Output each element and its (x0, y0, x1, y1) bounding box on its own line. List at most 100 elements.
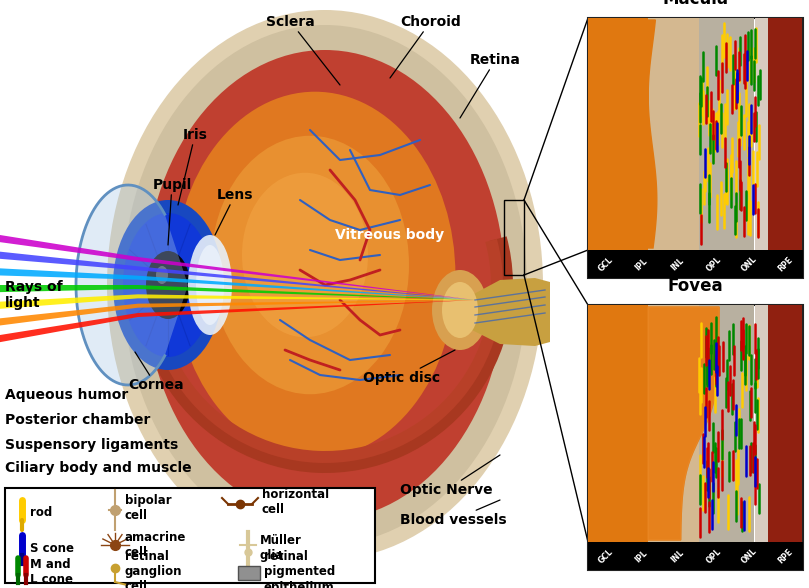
Ellipse shape (242, 173, 368, 338)
Bar (675, 18, 679, 278)
Text: Macula: Macula (663, 0, 728, 8)
Text: Retina: Retina (460, 53, 521, 118)
Bar (702, 18, 706, 278)
Bar (696, 18, 700, 278)
Polygon shape (472, 278, 550, 346)
Bar (768, 305, 802, 570)
Polygon shape (648, 307, 719, 540)
Text: Vitreous body: Vitreous body (336, 228, 445, 242)
Bar (666, 18, 670, 278)
Ellipse shape (175, 92, 455, 458)
Ellipse shape (146, 251, 190, 319)
Bar (720, 305, 724, 570)
Text: IPL: IPL (633, 256, 650, 272)
Text: Pupil: Pupil (152, 178, 192, 245)
Ellipse shape (107, 10, 543, 560)
PathPatch shape (76, 185, 188, 385)
Bar (702, 305, 706, 570)
Text: OPL: OPL (704, 255, 722, 273)
Text: Müller
glia: Müller glia (260, 534, 302, 562)
Bar (768, 18, 802, 278)
Ellipse shape (196, 245, 224, 325)
Bar (238, 566, 260, 580)
Text: Fovea: Fovea (667, 277, 723, 295)
Text: Suspensory ligaments: Suspensory ligaments (5, 438, 178, 452)
Bar (714, 305, 718, 570)
Bar (678, 305, 682, 570)
Bar (681, 305, 685, 570)
Bar (651, 305, 655, 570)
Bar (588, 18, 803, 278)
Ellipse shape (156, 266, 168, 284)
Wedge shape (137, 220, 513, 473)
Polygon shape (0, 235, 475, 300)
Bar (663, 18, 667, 278)
Polygon shape (0, 268, 475, 300)
Text: Optic disc: Optic disc (363, 350, 455, 385)
Bar (669, 305, 673, 570)
Bar (681, 18, 685, 278)
Bar (654, 305, 658, 570)
Bar (714, 18, 718, 278)
Polygon shape (0, 300, 475, 326)
Bar (711, 18, 715, 278)
Ellipse shape (211, 136, 409, 394)
Text: ONL: ONL (739, 546, 759, 566)
Text: Lens: Lens (215, 188, 253, 235)
Text: rod: rod (30, 506, 53, 520)
Bar (687, 305, 691, 570)
Bar (5, 488, 375, 583)
Bar (717, 18, 721, 278)
Bar (755, 18, 776, 278)
Bar (666, 305, 670, 570)
Bar (588, 250, 803, 278)
Text: ONL: ONL (739, 255, 759, 273)
Bar (660, 18, 664, 278)
Text: Ciliary body and muscle: Ciliary body and muscle (5, 461, 192, 475)
Text: RPE: RPE (776, 255, 794, 273)
Bar (699, 305, 703, 570)
Text: GCL: GCL (597, 255, 615, 273)
Polygon shape (0, 252, 475, 300)
Bar (699, 305, 754, 570)
Text: Posterior chamber: Posterior chamber (5, 413, 150, 427)
Bar (648, 18, 652, 278)
Bar (717, 305, 721, 570)
Ellipse shape (123, 25, 527, 545)
Bar (705, 18, 709, 278)
Text: Cornea: Cornea (128, 352, 184, 392)
Bar (699, 18, 703, 278)
Bar (720, 18, 724, 278)
Bar (651, 18, 655, 278)
Text: GCL: GCL (597, 547, 615, 565)
Bar (663, 305, 667, 570)
Bar (588, 305, 803, 570)
Bar (588, 18, 669, 278)
Bar (675, 305, 679, 570)
Bar (657, 305, 661, 570)
Bar (648, 18, 708, 278)
Ellipse shape (113, 200, 223, 370)
Text: S cone: S cone (30, 542, 74, 554)
Bar (711, 305, 715, 570)
Bar (693, 18, 697, 278)
Polygon shape (648, 307, 719, 540)
Text: M and
L cone: M and L cone (30, 558, 73, 586)
Text: Choroid: Choroid (390, 15, 461, 78)
Bar (648, 305, 708, 570)
Ellipse shape (123, 213, 213, 357)
Bar (660, 305, 664, 570)
Bar (669, 18, 673, 278)
Bar (755, 305, 776, 570)
Text: amacrine
cell: amacrine cell (125, 531, 186, 559)
Bar (699, 18, 754, 278)
Bar (708, 18, 712, 278)
Bar (657, 18, 661, 278)
Text: Rays of
light: Rays of light (5, 280, 62, 310)
Ellipse shape (145, 50, 505, 520)
Text: OPL: OPL (704, 547, 722, 565)
Text: INL: INL (669, 548, 686, 564)
Polygon shape (0, 295, 475, 309)
Bar (588, 542, 803, 570)
Wedge shape (147, 224, 503, 463)
